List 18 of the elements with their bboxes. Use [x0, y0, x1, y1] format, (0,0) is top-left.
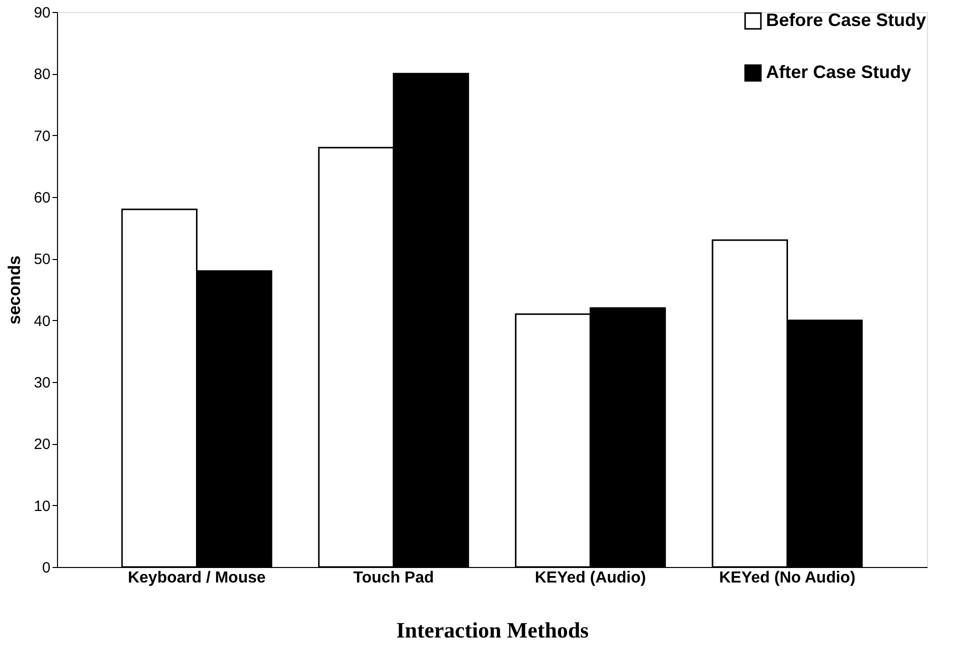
y-tick-label: 20 [34, 436, 50, 454]
x-tick-label: Keyboard / Mouse [128, 570, 266, 586]
x-tick-label: Touch Pad [353, 570, 434, 586]
y-axis-title: seconds [4, 256, 24, 324]
y-tick-label: 80 [34, 66, 50, 84]
x-tick-label: KEYed (No Audio) [719, 570, 856, 586]
x-tick-label: KEYed (Audio) [534, 570, 646, 586]
y-tick-label: 60 [34, 190, 50, 206]
y-tick-label: 30 [34, 374, 50, 392]
y-tick-label: 90 [34, 4, 50, 22]
x-axis-title: Interaction Methods [396, 618, 590, 642]
legend-label: Before Case Study [766, 10, 926, 30]
y-tick-label: 70 [34, 128, 50, 145]
y-tick-label: 10 [34, 498, 50, 515]
y-tick-label: 40 [34, 312, 50, 330]
legend-label: After Case Study [766, 62, 912, 82]
y-tick-label: 50 [34, 251, 50, 268]
y-tick-label: 0 [42, 560, 50, 576]
